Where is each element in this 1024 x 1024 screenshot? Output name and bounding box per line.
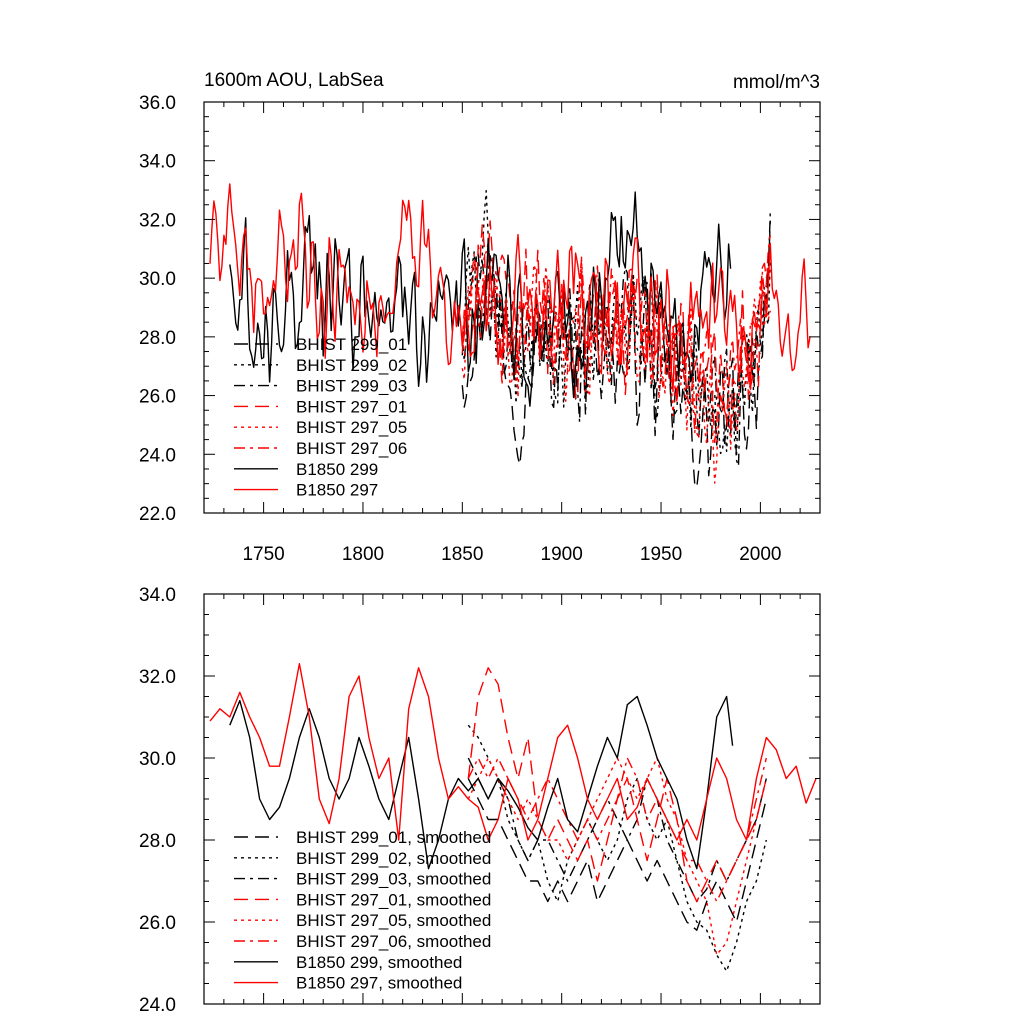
bottom-panel-legend: BHIST 299_01, smoothed BHIST 299_02, smoo… (234, 828, 491, 993)
y-tick-label: 26.0 (139, 387, 176, 408)
legend-label: BHIST 297_05, smoothed (296, 911, 491, 930)
legend-label: BHIST 297_06 (296, 439, 407, 458)
legend-label: BHIST 299_01, smoothed (296, 828, 491, 847)
y-tick-label: 34.0 (139, 152, 176, 173)
legend-label: BHIST 297_01 (296, 397, 407, 416)
y-tick-label: 36.0 (139, 93, 176, 114)
x-tick-label: 2000 (739, 544, 781, 565)
x-tick-label: 1750 (242, 544, 284, 565)
x-tick-label: 1950 (640, 544, 682, 565)
series-line-bhist-299-01 (461, 220, 771, 488)
top-panel-frame (203, 101, 821, 514)
top-panel-x-tick-labels: 1750 1800 1850 1900 1950 2000 (242, 544, 781, 565)
legend-label: BHIST 299_02, smoothed (296, 849, 491, 868)
series-line-bhist-297-01 (461, 220, 771, 432)
legend-label: BHIST 299_03 (296, 377, 407, 396)
series-line-b1850-299-smoothed (229, 695, 734, 870)
legend-label: B1850 299 (296, 460, 378, 479)
y-tick-label: 24.0 (139, 995, 176, 1016)
legend-label: B1850 297, smoothed (296, 974, 462, 993)
series-line-b1850-299 (229, 191, 732, 407)
legend-label: B1850 299, smoothed (296, 953, 462, 972)
x-tick-label: 1850 (441, 544, 483, 565)
legend-label: BHIST 299_01 (296, 335, 407, 354)
legend-label: BHIST 299_03, smoothed (296, 870, 491, 889)
y-tick-label: 32.0 (139, 210, 176, 231)
y-tick-label: 34.0 (139, 585, 176, 606)
legend-label: BHIST 299_02 (296, 356, 407, 375)
series-line-bhist-299-02-smoothed (467, 724, 767, 972)
top-panel-y-tick-labels: 22.0 24.0 26.0 28.0 30.0 32.0 34.0 36.0 (139, 93, 176, 525)
series-line-b1850-297-smoothed (209, 663, 817, 841)
y-tick-label: 22.0 (139, 504, 176, 525)
series-line-b1850-297 (209, 183, 811, 393)
legend-label: BHIST 297_06, smoothed (296, 932, 491, 951)
top-panel: 1600m AOU, LabSea mmol/m^3 22.024.026.02… (139, 70, 821, 565)
x-tick-label: 1800 (342, 544, 384, 565)
y-tick-label: 30.0 (139, 269, 176, 290)
y-tick-label: 28.0 (139, 328, 176, 349)
top-panel-units: mmol/m^3 (733, 72, 820, 93)
bottom-panel-series-layer (209, 663, 817, 972)
bottom-panel: 24.0 26.0 28.0 30.0 32.0 34.0 BHIST 299_01, s… (139, 585, 821, 1016)
y-tick-label: 32.0 (139, 667, 176, 688)
y-tick-label: 28.0 (139, 831, 176, 852)
bottom-panel-y-tick-labels: 24.0 26.0 28.0 30.0 32.0 34.0 (139, 585, 176, 1016)
y-tick-label: 24.0 (139, 445, 176, 466)
legend-label: BHIST 297_05 (296, 418, 407, 437)
legend-label: B1850 297 (296, 481, 378, 500)
top-panel-title: 1600m AOU, LabSea (204, 70, 384, 91)
x-tick-label: 1900 (541, 544, 583, 565)
y-tick-label: 26.0 (139, 913, 176, 934)
bottom-panel-frame (203, 593, 821, 1005)
y-tick-label: 30.0 (139, 749, 176, 770)
series-line-bhist-297-05-smoothed (467, 757, 767, 956)
legend-label: BHIST 297_01, smoothed (296, 890, 491, 909)
top-panel-series-layer (209, 183, 811, 488)
